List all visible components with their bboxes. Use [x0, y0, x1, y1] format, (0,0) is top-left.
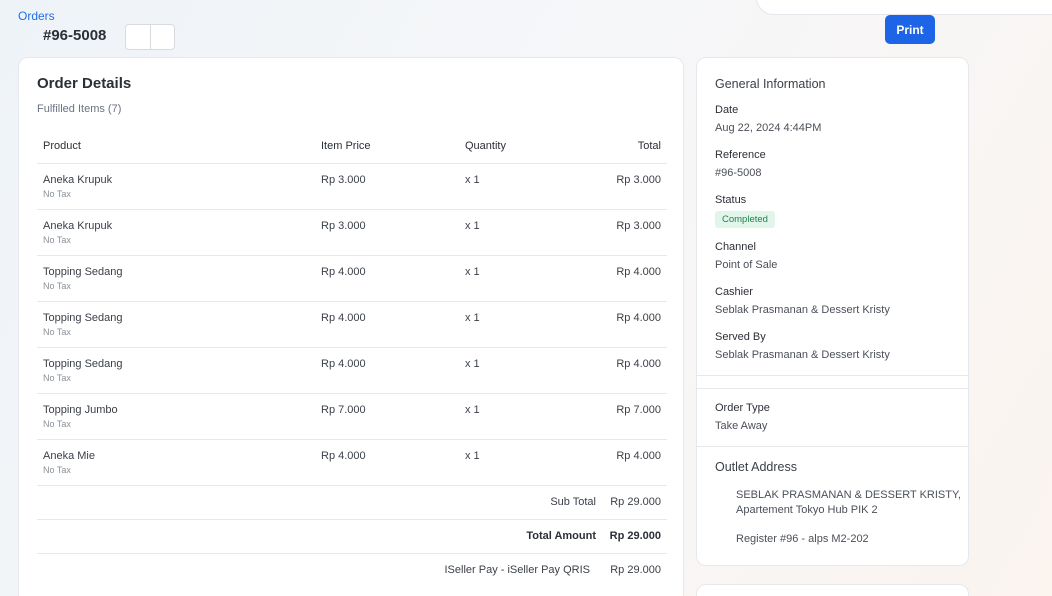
reference-label: Reference — [715, 149, 766, 161]
fulfilled-items-label: Fulfilled Items (7) — [37, 103, 122, 115]
item-price: Rp 4.000 — [321, 450, 366, 462]
item-quantity: x 1 — [465, 174, 480, 186]
column-header-quantity: Quantity — [465, 140, 506, 152]
column-header-product: Product — [43, 140, 81, 152]
item-price: Rp 7.000 — [321, 404, 366, 416]
item-quantity: x 1 — [465, 358, 480, 370]
table-row: Aneka Krupuk No Tax Rp 3.000 x 1 Rp 3.00… — [37, 164, 667, 210]
column-header-item-price: Item Price — [321, 140, 371, 152]
item-tax: No Tax — [43, 465, 71, 475]
outlet-address-line-1: SEBLAK PRASMANAN & DESSERT KRISTY, — [736, 489, 961, 501]
payment-method-label: ISeller Pay - iSeller Pay QRIS — [444, 564, 591, 576]
item-tax: No Tax — [43, 327, 71, 337]
divider — [697, 446, 968, 447]
divider — [697, 375, 968, 376]
item-tax: No Tax — [43, 419, 71, 429]
order-details-card: Order Details Fulfilled Items (7) Produc… — [18, 57, 684, 596]
payment-value: Rp 29.000 — [610, 564, 661, 576]
order-type-label: Order Type — [715, 402, 770, 414]
item-price: Rp 3.000 — [321, 220, 366, 232]
general-information-title: General Information — [715, 77, 826, 91]
item-total: Rp 3.000 — [616, 220, 661, 232]
item-total: Rp 3.000 — [616, 174, 661, 186]
column-header-total: Total — [637, 140, 661, 152]
table-row: Topping Jumbo No Tax Rp 7.000 x 1 Rp 7.0… — [37, 394, 667, 440]
item-total: Rp 4.000 — [616, 312, 661, 324]
item-total: Rp 4.000 — [616, 358, 661, 370]
channel-label: Channel — [715, 241, 756, 253]
date-label: Date — [715, 104, 739, 116]
item-price: Rp 3.000 — [321, 174, 366, 186]
item-tax: No Tax — [43, 235, 71, 245]
item-name: Topping Sedang — [43, 312, 123, 324]
item-name: Aneka Krupuk — [43, 220, 113, 232]
outlet-address-line-2: Apartement Tokyo Hub PIK 2 — [736, 504, 878, 516]
total-amount-label: Total Amount — [526, 530, 596, 542]
item-name: Aneka Krupuk — [43, 174, 113, 186]
breadcrumb-orders-link[interactable]: Orders — [18, 9, 55, 23]
subtotal-label: Sub Total — [550, 496, 596, 508]
date-value: Aug 22, 2024 4:44PM — [715, 122, 822, 134]
served-by-value: Seblak Prasmanan & Dessert Kristy — [715, 349, 890, 361]
order-nav-group — [125, 24, 175, 50]
reference-value: #96-5008 — [715, 167, 762, 179]
status-badge: Completed — [715, 211, 775, 228]
channel-value: Point of Sale — [715, 259, 778, 271]
item-total: Rp 4.000 — [616, 450, 661, 462]
item-tax: No Tax — [43, 189, 71, 199]
items-table: Product Item Price Quantity Total Aneka … — [37, 130, 667, 588]
item-name: Aneka Mie — [43, 450, 95, 462]
served-by-label: Served By — [715, 331, 766, 343]
order-details-title: Order Details — [37, 75, 132, 92]
cashier-label: Cashier — [715, 286, 753, 298]
status-label: Status — [715, 194, 747, 206]
order-type-value: Take Away — [715, 420, 768, 432]
item-price: Rp 4.000 — [321, 312, 366, 324]
item-total: Rp 4.000 — [616, 266, 661, 278]
item-quantity: x 1 — [465, 404, 480, 416]
payment-row: ISeller Pay - iSeller Pay QRIS Rp 29.000 — [37, 554, 667, 588]
subtotal-value: Rp 29.000 — [610, 496, 661, 508]
table-header: Product Item Price Quantity Total — [37, 130, 667, 164]
next-order-button[interactable] — [149, 25, 175, 49]
item-quantity: x 1 — [465, 312, 480, 324]
total-amount-row: Total Amount Rp 29.000 — [37, 520, 667, 554]
page-title: #96-5008 — [43, 27, 107, 44]
item-name: Topping Sedang — [43, 266, 123, 278]
item-tax: No Tax — [43, 373, 71, 383]
item-tax: No Tax — [43, 281, 71, 291]
item-price: Rp 4.000 — [321, 358, 366, 370]
item-total: Rp 7.000 — [616, 404, 661, 416]
table-row: Topping Sedang No Tax Rp 4.000 x 1 Rp 4.… — [37, 348, 667, 394]
table-row: Aneka Krupuk No Tax Rp 3.000 x 1 Rp 3.00… — [37, 210, 667, 256]
register-label: Register #96 - alps M2-202 — [736, 533, 869, 545]
table-row: Aneka Mie No Tax Rp 4.000 x 1 Rp 4.000 — [37, 440, 667, 486]
top-bar-pill — [756, 0, 1052, 15]
table-row: Topping Sedang No Tax Rp 4.000 x 1 Rp 4.… — [37, 302, 667, 348]
item-name: Topping Jumbo — [43, 404, 118, 416]
item-quantity: x 1 — [465, 450, 480, 462]
general-information-card: General Information Date Aug 22, 2024 4:… — [696, 57, 969, 566]
previous-order-button[interactable] — [126, 25, 150, 49]
cashier-value: Seblak Prasmanan & Dessert Kristy — [715, 304, 890, 316]
outlet-address-title: Outlet Address — [715, 460, 797, 474]
secondary-card — [696, 584, 969, 596]
item-quantity: x 1 — [465, 266, 480, 278]
table-row: Topping Sedang No Tax Rp 4.000 x 1 Rp 4.… — [37, 256, 667, 302]
divider — [697, 388, 968, 389]
item-quantity: x 1 — [465, 220, 480, 232]
item-price: Rp 4.000 — [321, 266, 366, 278]
print-button[interactable]: Print — [885, 15, 935, 44]
total-amount-value: Rp 29.000 — [609, 530, 661, 542]
item-name: Topping Sedang — [43, 358, 123, 370]
subtotal-row: Sub Total Rp 29.000 — [37, 486, 667, 520]
